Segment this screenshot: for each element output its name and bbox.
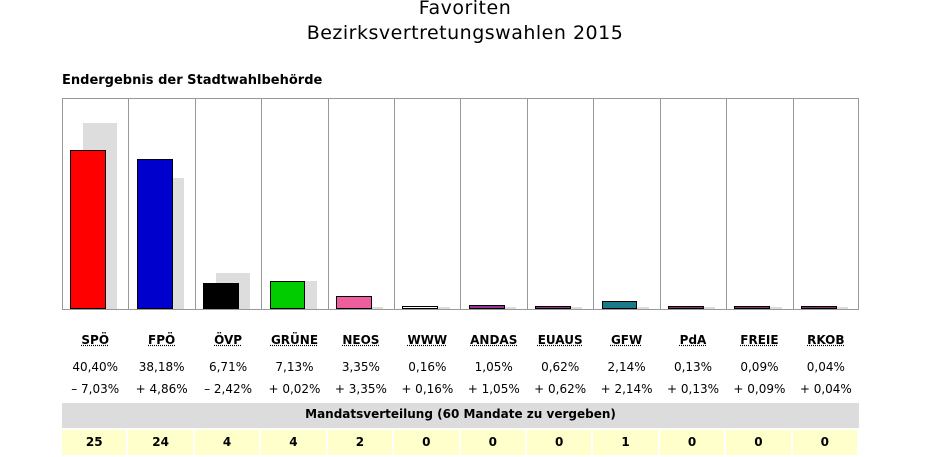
change-label: – 2,42% [204, 382, 253, 396]
change-label: + 0,04% [799, 382, 852, 396]
party-label[interactable]: ANDAS [470, 333, 518, 347]
result-bar[interactable] [335, 295, 372, 309]
mandate-count: 24 [128, 430, 193, 455]
mandate-count: 0 [726, 430, 791, 455]
result-bar[interactable] [800, 306, 837, 309]
party-labels: SPÖ FPÖ ÖVP GRÜNE NEOS WWW ANDAS EUAUS GFW PdA FRE… [62, 333, 859, 347]
chart-column [395, 99, 462, 309]
change-label: + 2,14% [600, 382, 653, 396]
change-label: + 3,35% [334, 382, 387, 396]
mandate-count: 0 [394, 430, 459, 455]
chart-column [794, 99, 860, 309]
percent-label: 7,13% [275, 360, 314, 374]
percent-row: 40,40% 38,18% 6,71% 7,13% 3,35% 0,16% 1,05% 0,6… [62, 360, 859, 374]
chart-column [262, 99, 329, 309]
percent-label: 0,16% [408, 360, 447, 374]
page-title: Favoriten [418, 0, 512, 19]
change-label: + 0,13% [667, 382, 719, 396]
change-label: + 0,02% [268, 382, 321, 396]
party-label[interactable]: FPÖ [148, 333, 176, 347]
chart-column [462, 99, 528, 309]
mandate-count: 4 [194, 430, 260, 455]
page-subtitle: Bezirksvertretungswahlen 2015 [306, 22, 624, 44]
result-bar[interactable] [269, 281, 306, 309]
mandate-count: 0 [659, 430, 725, 455]
percent-label: 0,62% [541, 360, 580, 374]
percent-label: 40,40% [72, 360, 119, 374]
party-label[interactable]: GFW [610, 333, 643, 347]
percent-label: 0,09% [740, 360, 779, 374]
percent-label: 38,18% [138, 360, 185, 374]
party-label[interactable]: FREIE [740, 333, 779, 347]
section-heading: Endergebnis der Stadtwahlbehörde [62, 73, 323, 88]
chart-column [661, 99, 728, 309]
mandate-count: 4 [261, 430, 326, 455]
change-label: – 7,03% [71, 382, 120, 396]
change-label: + 0,09% [733, 382, 786, 396]
change-label: + 0,62% [534, 382, 587, 396]
percent-label: 2,14% [607, 360, 646, 374]
result-bar[interactable] [601, 300, 638, 309]
party-label[interactable]: PdA [679, 333, 707, 347]
change-label: + 1,05% [467, 382, 520, 396]
party-label[interactable]: GRÜNE [270, 333, 319, 347]
result-bar[interactable] [70, 150, 107, 309]
result-bar[interactable] [468, 304, 505, 309]
result-bar[interactable] [203, 282, 239, 309]
party-label[interactable]: NEOS [342, 333, 380, 347]
chart-column [329, 99, 396, 309]
change-label: + 0,16% [401, 382, 454, 396]
mandate-count: 1 [593, 430, 658, 455]
mandate-count: 25 [62, 430, 127, 455]
percent-label: 0,04% [806, 360, 845, 374]
result-bar[interactable] [668, 306, 704, 309]
change-row: – 7,03% + 4,86% – 2,42% + 0,02% + 3,35% + 0,1… [62, 382, 859, 396]
party-label[interactable]: SPÖ [81, 333, 110, 347]
percent-label: 0,13% [673, 360, 713, 374]
party-label[interactable]: EUAUS [537, 333, 583, 347]
mandate-count: 0 [792, 430, 858, 455]
mandate-count: 0 [460, 430, 525, 455]
bar-chart [62, 98, 859, 310]
result-bar[interactable] [402, 306, 439, 309]
mandate-header: Mandatsverteilung (60 Mandate zu vergebe… [62, 403, 859, 428]
chart-column [528, 99, 595, 309]
mandate-row: 25 24 4 4 2 0 0 0 1 0 0 0 [62, 430, 859, 455]
party-label[interactable]: ÖVP [214, 333, 243, 347]
percent-label: 3,35% [341, 360, 380, 374]
chart-column [594, 99, 661, 309]
party-label[interactable]: RKOB [807, 333, 845, 347]
percent-label: 6,71% [208, 360, 248, 374]
mandate-count: 0 [526, 430, 592, 455]
change-label: + 4,86% [135, 382, 188, 396]
chart-column [727, 99, 794, 309]
chart-column [129, 99, 196, 309]
mandate-count: 2 [327, 430, 393, 455]
result-bar[interactable] [136, 159, 173, 309]
percent-label: 1,05% [474, 360, 513, 374]
result-bar[interactable] [535, 306, 572, 309]
party-label[interactable]: WWW [407, 333, 448, 347]
chart-column [63, 99, 130, 309]
result-bar[interactable] [734, 306, 771, 309]
chart-column [196, 99, 263, 309]
